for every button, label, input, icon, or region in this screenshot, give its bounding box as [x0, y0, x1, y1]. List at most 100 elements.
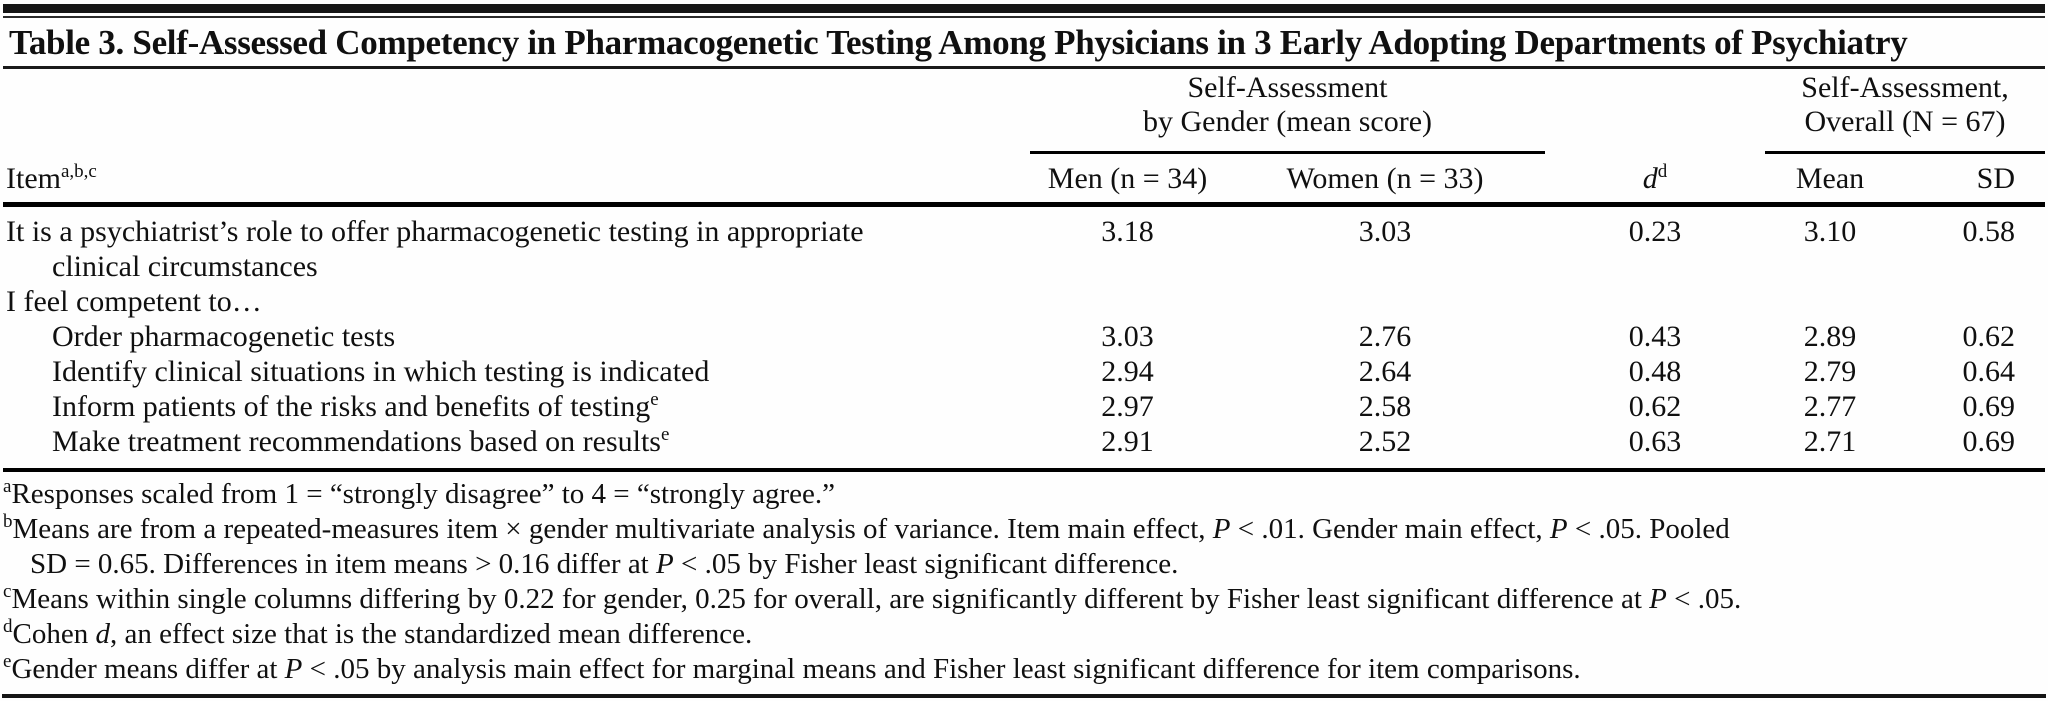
- cell-sd: 0.64: [1962, 355, 2016, 388]
- cohen-d-footnote-mark: d: [1657, 161, 1668, 182]
- table-header: Itema,b,c Self-Assessment by Gender (mea…: [3, 69, 2046, 205]
- cell-men: 2.97: [1101, 390, 1154, 423]
- footnote-italic-p: P: [1649, 583, 1667, 615]
- cell-men: 2.91: [1101, 425, 1154, 458]
- item-text: Make treatment recommendations based on …: [6, 424, 1030, 459]
- footnote-d: dCohen d, an effect size that is the sta…: [3, 617, 2045, 652]
- footnote-text: < .05.: [1666, 583, 1742, 615]
- footnote-e: eGender means differ at P < .05 by analy…: [3, 652, 2045, 687]
- cell-sd: 0.58: [1962, 215, 2016, 248]
- item-footnote-mark: e: [650, 389, 659, 410]
- mean-column-header: Mean: [1795, 162, 1865, 195]
- cell-women: [1225, 284, 1545, 319]
- table-row-section: I feel competent to…: [3, 284, 2045, 319]
- cell-mean: 2.79: [1803, 355, 1857, 388]
- footnote-italic-p: P: [1549, 513, 1568, 545]
- footnote-italic-p: P: [656, 548, 674, 580]
- cell-men: 3.03: [1101, 320, 1154, 353]
- overall-group-header: Self-Assessment, Overall (N = 67): [1765, 69, 2046, 154]
- footnote-mark: e: [3, 651, 12, 672]
- gender-group-line2: by Gender (mean score): [1142, 105, 1433, 138]
- cell-women: 2.58: [1358, 390, 1412, 423]
- cell-d: 0.48: [1628, 355, 1682, 388]
- cell-mean: 3.10: [1803, 215, 1857, 248]
- cell-women: 2.52: [1358, 425, 1412, 458]
- footnote-text: Means within single columns differing by…: [11, 583, 1650, 615]
- cell-item: Make treatment recommendations based on …: [3, 424, 1030, 470]
- gender-group-line1: Self-Assessment: [1187, 71, 1388, 104]
- cell-sd: 0.62: [1962, 320, 2016, 353]
- cell-men: [1030, 284, 1225, 319]
- item-label: Item: [6, 162, 61, 195]
- table-row: Identify clinical situations in which te…: [3, 354, 2045, 389]
- footnote-b: bMeans are from a repeated-measures item…: [3, 512, 2045, 582]
- table-row: Make treatment recommendations based on …: [3, 424, 2045, 470]
- table-row: It is a psychiatrist’s role to offer pha…: [3, 205, 2045, 285]
- table-row: Inform patients of the risks and benefit…: [3, 389, 2045, 424]
- footnote-c: cMeans within single columns differing b…: [3, 582, 2045, 617]
- cell-men: 2.94: [1101, 355, 1154, 388]
- table-title: Table 3. Self-Assessed Competency in Pha…: [9, 23, 1908, 62]
- cell-d: 0.23: [1628, 215, 1682, 248]
- table-body: It is a psychiatrist’s role to offer pha…: [3, 205, 2046, 470]
- cohen-d-column-header: dd: [1545, 69, 1765, 205]
- item-text: Identify clinical situations in which te…: [52, 355, 710, 388]
- cell-men: 3.18: [1101, 215, 1154, 248]
- item-text: Order pharmacogenetic tests: [52, 320, 396, 353]
- cell-d: 0.63: [1628, 425, 1682, 458]
- cell-item: I feel competent to…: [6, 285, 262, 318]
- cell-women: 3.03: [1358, 215, 1412, 248]
- cell-item: It is a psychiatrist’s role to offer pha…: [3, 205, 1030, 285]
- item-text-line1: It is a psychiatrist’s role to offer pha…: [6, 215, 864, 248]
- data-table: Itema,b,c Self-Assessment by Gender (mea…: [3, 69, 2046, 472]
- item-text: It is a psychiatrist’s role to offer pha…: [6, 214, 1030, 284]
- footnote-mark: b: [3, 511, 13, 532]
- item-text: Inform patients of the risks and benefit…: [6, 389, 1030, 424]
- footnote-text: SD = 0.65. Differences in item means > 0…: [30, 548, 656, 580]
- footnote-italic-d: d: [95, 618, 110, 650]
- footnotes: aResponses scaled from 1 = “strongly dis…: [3, 477, 2045, 687]
- cell-women: 2.64: [1358, 355, 1412, 388]
- footnote-a: aResponses scaled from 1 = “strongly dis…: [3, 477, 2045, 512]
- group-header-row: Itema,b,c Self-Assessment by Gender (mea…: [3, 69, 2046, 195]
- footnote-italic-p: P: [1212, 513, 1231, 545]
- cell-mean: 2.71: [1803, 425, 1857, 458]
- footnote-mark: d: [3, 616, 13, 637]
- footnote-text: Means are from a repeated-measures item …: [12, 513, 1213, 545]
- item-footnote-marks: a,b,c: [60, 161, 97, 182]
- cell-d: 0.62: [1628, 390, 1682, 423]
- women-column-header: Women (n = 33): [1286, 162, 1484, 195]
- sd-column-header: SD: [1976, 162, 2016, 195]
- item-column-header: Itema,b,c: [3, 69, 1030, 205]
- footnote-text: , an effect size that is the standardize…: [109, 618, 753, 650]
- title-rule: [3, 66, 2045, 69]
- footnote-text: Responses scaled from 1 = “strongly disa…: [11, 478, 835, 510]
- cell-mean: [1765, 284, 1895, 319]
- overall-group-line1: Self-Assessment,: [1801, 71, 2009, 104]
- footnote-text: < .01. Gender main effect,: [1230, 513, 1550, 545]
- cell-women: 2.76: [1358, 320, 1412, 353]
- footnote-text: < .05. Pooled: [1567, 513, 1730, 545]
- sub-header-row: Men (n = 34) Women (n = 33) Mean SD: [3, 153, 2045, 205]
- cell-item: Order pharmacogenetic tests: [3, 319, 1030, 354]
- footnote-text: < .05 by Fisher least significant differ…: [673, 548, 1179, 580]
- top-thin-rule: [3, 16, 2045, 18]
- item-footnote-mark: e: [660, 424, 670, 445]
- footnote-mark: c: [3, 581, 12, 602]
- cell-sd: 0.69: [1962, 425, 2016, 458]
- cell-item: Identify clinical situations in which te…: [3, 354, 1030, 389]
- cell-sd: [1895, 284, 2045, 319]
- cell-sd: 0.69: [1962, 390, 2016, 423]
- item-text-line2: clinical circumstances: [52, 250, 318, 283]
- cell-mean: 2.89: [1803, 320, 1857, 353]
- footnote-italic-p: P: [284, 653, 303, 685]
- cohen-d-label: d: [1642, 162, 1658, 195]
- item-text-main: Make treatment recommendations based on …: [52, 425, 661, 458]
- footnote-text: Gender means differ at: [11, 653, 285, 685]
- item-text-main: Inform patients of the risks and benefit…: [52, 390, 651, 423]
- top-heavy-rule: [3, 4, 2045, 13]
- overall-group-line2: Overall (N = 67): [1804, 105, 2006, 138]
- footnote-mark: a: [3, 476, 12, 497]
- cell-item: Inform patients of the risks and benefit…: [3, 389, 1030, 424]
